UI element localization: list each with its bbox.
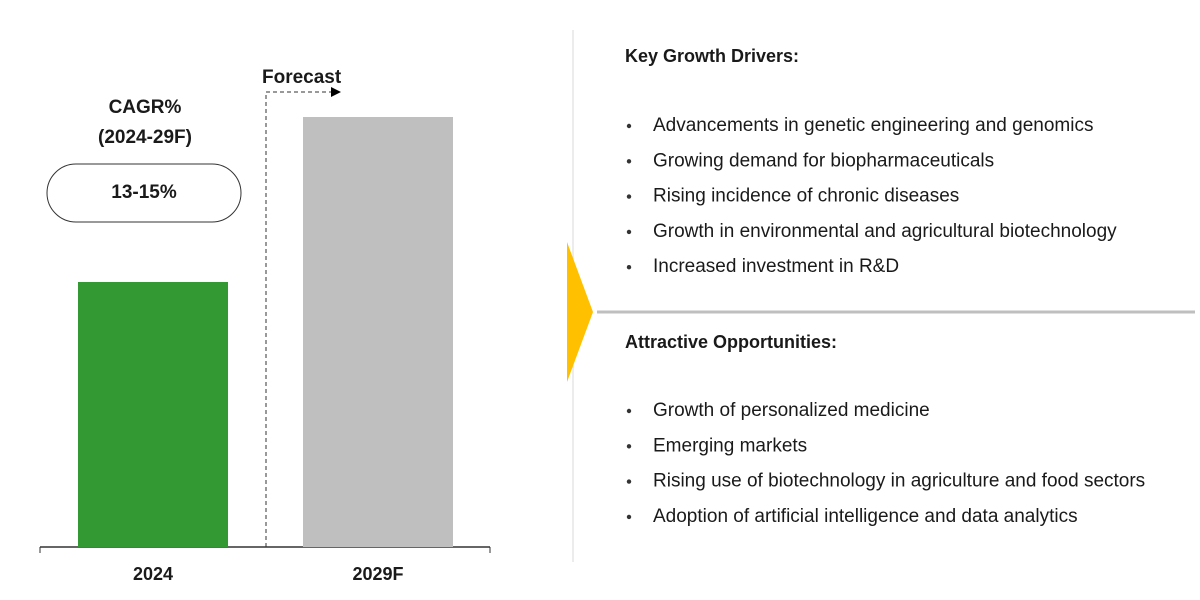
cagr-title: (2024-29F) (98, 127, 192, 148)
bullet (626, 159, 632, 164)
bar (78, 282, 228, 547)
forecast-label: Forecast (262, 67, 342, 88)
list-item: Increased investment in R&D (653, 256, 899, 277)
bullet (626, 444, 632, 449)
bullet (626, 514, 632, 520)
bullet (626, 123, 632, 129)
section-heading: Attractive Opportunities: (625, 332, 837, 352)
bullet (626, 408, 632, 414)
bar (303, 117, 453, 547)
list-item: Rising use of biotechnology in agricultu… (653, 471, 1145, 492)
list-item: Growing demand for biopharmaceuticals (653, 150, 994, 171)
bullet (626, 265, 632, 270)
forecast-arrow (265, 87, 341, 547)
list-item: Growth in environmental and agricultural… (653, 221, 1117, 242)
list-item: Emerging markets (653, 435, 807, 456)
list-item: Growth of personalized medicine (653, 400, 930, 421)
section-heading: Key Growth Drivers: (625, 46, 799, 66)
list-item: Adoption of artificial intelligence and … (653, 506, 1078, 527)
bullet (626, 479, 632, 484)
list-item: Advancements in genetic engineering and … (653, 115, 1093, 136)
bullet (626, 229, 632, 235)
cagr-value: 13-15% (111, 182, 177, 203)
x-tick-label: 2029F (352, 564, 403, 584)
cagr-pill (46, 163, 242, 223)
x-tick-label: 2024 (133, 564, 173, 584)
arrow-marker (567, 242, 593, 382)
bullet (626, 194, 632, 199)
cagr-title: CAGR% (109, 97, 182, 118)
list-item: Rising incidence of chronic diseases (653, 186, 959, 207)
